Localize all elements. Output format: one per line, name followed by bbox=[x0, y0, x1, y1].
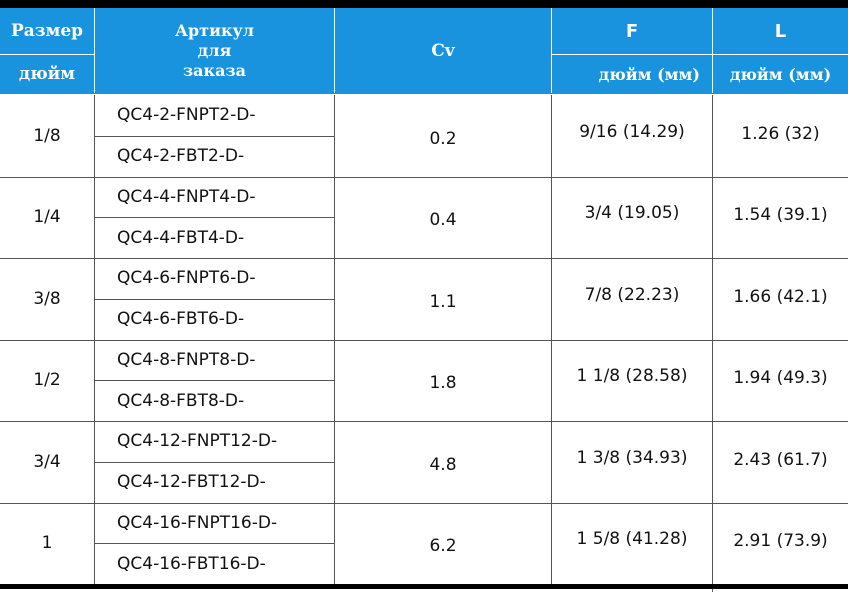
l-cell: 1.26 (32) bbox=[741, 123, 820, 144]
row-divider bbox=[0, 339, 848, 341]
bottom-rule bbox=[0, 584, 848, 589]
size-cell: 3/4 bbox=[33, 451, 61, 472]
header-cv: Cv bbox=[335, 8, 551, 93]
article-cell: QC4-12-FNPT12-D- bbox=[117, 431, 278, 452]
article-cell: QC4-6-FNPT6-D- bbox=[117, 268, 256, 289]
header-size-bottom: дюйм bbox=[0, 55, 94, 93]
size-cell: 1/4 bbox=[33, 207, 61, 228]
row-divider bbox=[0, 502, 848, 504]
article-cell: QC4-12-FBT12-D- bbox=[117, 472, 266, 493]
size-cell: 1/2 bbox=[33, 370, 61, 391]
article-cell: QC4-8-FNPT8-D- bbox=[117, 349, 256, 370]
header-l-top: L bbox=[713, 8, 848, 54]
header-divider bbox=[94, 8, 95, 93]
header-article-line3: заказа bbox=[182, 60, 247, 80]
f-cell: 9/16 (14.29) bbox=[579, 121, 685, 142]
header-divider bbox=[551, 8, 552, 93]
f-cell: 3/4 (19.05) bbox=[584, 203, 680, 224]
cv-cell: 0.2 bbox=[429, 128, 457, 149]
f-cell: 1 3/8 (34.93) bbox=[576, 447, 688, 468]
bottom-stub bbox=[712, 589, 713, 592]
header-row-divider bbox=[552, 54, 848, 55]
header-f-top: F bbox=[552, 8, 712, 54]
column-divider bbox=[551, 95, 552, 584]
article-cell: QC4-4-FNPT4-D- bbox=[117, 186, 256, 207]
column-divider bbox=[94, 95, 95, 584]
l-cell: 1.66 (42.1) bbox=[733, 286, 828, 307]
article-cell: QC4-16-FBT16-D- bbox=[117, 553, 266, 574]
article-divider bbox=[95, 217, 334, 219]
header-row-divider bbox=[0, 54, 94, 55]
cv-cell: 1.1 bbox=[429, 291, 457, 312]
article-divider bbox=[95, 298, 334, 300]
header-article-line1: Артикул bbox=[174, 20, 255, 40]
header-l-bottom: дюйм (мм) bbox=[713, 55, 848, 93]
size-cell: 3/8 bbox=[33, 288, 61, 309]
cv-cell: 6.2 bbox=[429, 536, 457, 557]
article-cell: QC4-6-FBT6-D- bbox=[117, 309, 245, 330]
article-cell: QC4-2-FBT2-D- bbox=[117, 146, 245, 167]
f-cell: 1 1/8 (28.58) bbox=[576, 366, 688, 387]
l-cell: 1.94 (49.3) bbox=[733, 368, 828, 389]
top-rule bbox=[0, 0, 848, 8]
row-divider bbox=[0, 421, 848, 422]
column-divider bbox=[334, 95, 335, 584]
header-article-line2: для bbox=[197, 40, 232, 60]
header-article: Артикул для заказа bbox=[95, 8, 334, 93]
f-cell: 1 5/8 (41.28) bbox=[576, 529, 688, 550]
l-cell: 2.43 (61.7) bbox=[733, 449, 828, 470]
column-divider bbox=[712, 95, 713, 584]
article-divider bbox=[95, 380, 334, 382]
article-cell: QC4-2-FNPT2-D- bbox=[117, 105, 256, 126]
article-divider bbox=[95, 461, 334, 463]
f-cell: 7/8 (22.23) bbox=[584, 284, 680, 305]
cv-cell: 4.8 bbox=[429, 454, 457, 475]
header-divider bbox=[334, 8, 335, 93]
article-cell: QC4-4-FBT4-D- bbox=[117, 227, 245, 248]
article-cell: QC4-8-FBT8-D- bbox=[117, 390, 245, 411]
row-divider bbox=[0, 176, 848, 178]
cv-cell: 1.8 bbox=[429, 373, 457, 394]
article-divider bbox=[95, 543, 334, 545]
article-divider bbox=[95, 135, 334, 137]
size-cell: 1/8 bbox=[33, 125, 61, 146]
row-divider bbox=[0, 258, 848, 259]
header-divider bbox=[712, 8, 713, 93]
header-f-bottom: дюйм (мм) bbox=[552, 55, 712, 93]
l-cell: 2.91 (73.9) bbox=[733, 531, 828, 552]
size-cell: 1 bbox=[41, 533, 53, 554]
cv-cell: 0.4 bbox=[429, 210, 457, 231]
l-cell: 1.54 (39.1) bbox=[733, 205, 828, 226]
header-size-top: Размер bbox=[0, 8, 94, 54]
article-cell: QC4-16-FNPT16-D- bbox=[117, 512, 278, 533]
header-bottom-line bbox=[0, 93, 848, 94]
